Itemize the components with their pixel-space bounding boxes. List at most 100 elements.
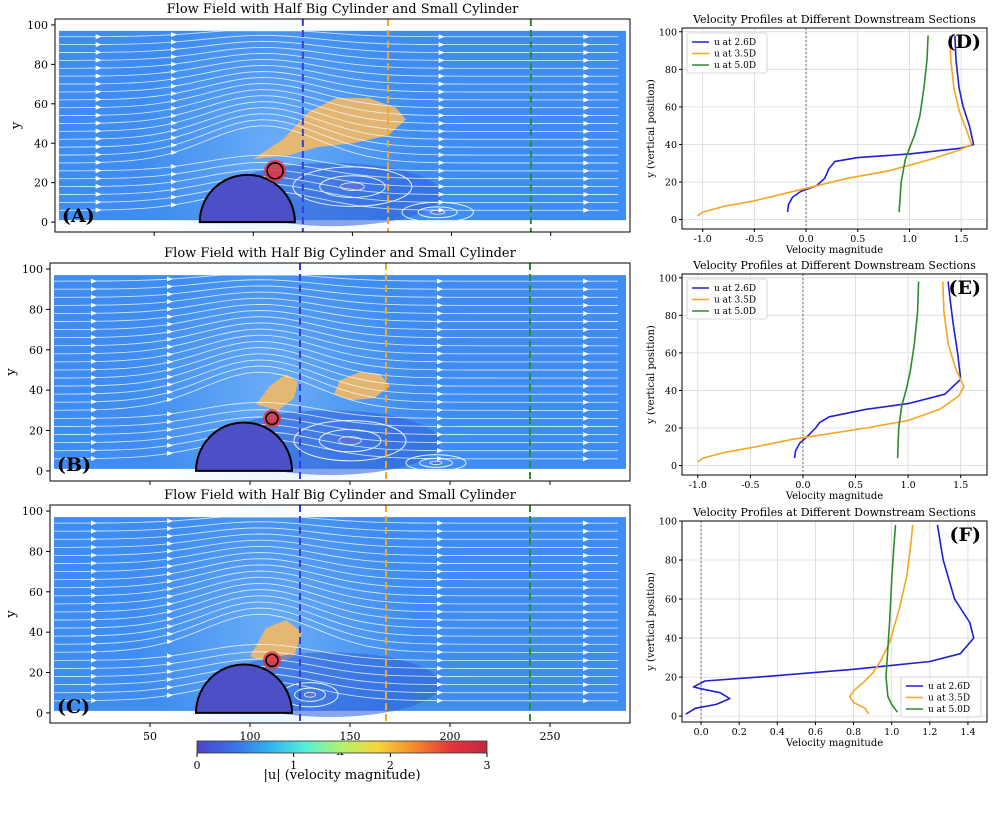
y-tick-label: 60 — [29, 586, 43, 599]
streamline-arrow — [167, 578, 173, 584]
streamline-arrow — [583, 278, 589, 284]
streamline-arrow — [170, 98, 177, 104]
colorbar: 0 1 2 3 |u| (velocity magnitude) — [194, 740, 491, 783]
streamline — [59, 34, 619, 46]
streamline — [54, 340, 618, 371]
streamline-arrow — [583, 641, 589, 647]
streamline-arrow — [438, 112, 445, 118]
streamline-arrow — [170, 135, 177, 141]
x-tick-label: 0.2 — [732, 727, 747, 738]
streamline-arrow — [437, 552, 443, 558]
streamline-arrow — [437, 577, 443, 583]
streamline-arrow — [91, 584, 97, 590]
legend-label: u at 5.0D — [714, 61, 756, 71]
streamline-arrow — [583, 407, 589, 413]
streamline-arrow — [583, 383, 589, 389]
streamline — [54, 310, 618, 331]
streamline — [53, 316, 618, 339]
y-tick-label: 60 — [665, 595, 677, 606]
streamline — [54, 582, 618, 613]
axes-frame — [681, 27, 988, 230]
y-tick-label: 20 — [29, 667, 43, 680]
streamline-arrow — [170, 46, 177, 52]
y-tick-label: 80 — [665, 311, 677, 322]
streamline — [54, 527, 618, 540]
streamline-arrow — [438, 144, 445, 150]
streamline-arrow — [170, 32, 177, 38]
streamline — [59, 30, 619, 38]
streamline — [59, 89, 619, 117]
axes-frame — [54, 18, 631, 233]
streamline-arrow — [167, 548, 173, 554]
panel-letter: (C) — [57, 696, 90, 718]
streamline-arrow — [91, 407, 97, 413]
streamline-arrow — [170, 149, 177, 155]
streamline-arrow — [437, 391, 443, 397]
colorbar-bar — [196, 740, 488, 754]
streamline-arrow — [583, 34, 590, 40]
streamline-arrow — [167, 314, 173, 320]
profile-line-2 — [697, 281, 965, 463]
streamline — [54, 545, 618, 564]
streamline-arrow — [170, 194, 177, 200]
streamline-arrow — [91, 625, 97, 631]
streamline-arrow — [170, 120, 177, 126]
streamline — [58, 64, 619, 85]
streamline-arrow — [583, 81, 590, 87]
profile-panel-e: 0 20 40 60 80 100 -1.0 -0.5 0.0 0.5 1.0 1.5 Velocity… — [646, 259, 988, 502]
streamline-arrow — [91, 641, 97, 647]
streamline-arrow — [583, 698, 589, 704]
streamline — [53, 680, 618, 702]
streamline-arrow — [583, 657, 589, 663]
axes-frame — [681, 520, 988, 723]
big-half-cylinder — [198, 173, 296, 224]
y-tick-label: 80 — [665, 65, 677, 76]
streamline — [54, 285, 618, 298]
streamline-arrow — [438, 105, 445, 111]
streamline-arrow — [167, 608, 173, 614]
field-layer — [58, 19, 627, 232]
streamline — [59, 169, 619, 188]
streamline-arrow — [583, 89, 590, 95]
streamline-arrow — [583, 310, 589, 316]
streamline — [54, 322, 618, 347]
streamline-arrow — [170, 76, 177, 82]
streamline-arrow — [91, 431, 97, 437]
streamline-arrow — [437, 326, 443, 332]
streamline-arrow — [438, 73, 445, 79]
profile-line-3 — [896, 281, 920, 459]
y-tick-label: 40 — [665, 386, 677, 397]
streamline-arrow — [583, 351, 589, 357]
streamline — [54, 607, 618, 645]
streamline — [53, 438, 618, 460]
streamline-arrow — [91, 689, 97, 695]
streamline — [53, 334, 618, 363]
streamline-arrow — [583, 448, 589, 454]
streamline-arrow — [438, 57, 445, 63]
streamline — [59, 71, 619, 93]
streamline-arrow — [437, 593, 443, 599]
profile-line-3 — [885, 524, 899, 713]
streamline-arrow — [438, 176, 445, 182]
streamline-arrow — [437, 431, 443, 437]
streamline-arrow — [583, 343, 589, 349]
colorbar-tick-label: 0 — [194, 759, 201, 772]
x-tick-label: 1.5 — [953, 480, 968, 491]
x-tick-label: -1.0 — [689, 480, 707, 491]
streamline-arrow — [91, 294, 97, 300]
streamline-arrow — [583, 367, 589, 373]
streamline-arrow — [167, 359, 173, 365]
streamline-arrow — [91, 350, 97, 356]
streamline-arrow — [91, 342, 97, 348]
streamline-arrow — [95, 112, 102, 118]
legend-box — [686, 32, 768, 74]
streamline-arrow — [437, 536, 443, 542]
streamline-arrow — [170, 68, 177, 74]
streamline-arrow — [91, 302, 97, 308]
streamline-arrow — [170, 142, 177, 148]
streamline-arrow — [438, 49, 445, 55]
streamline-arrow — [583, 192, 590, 198]
streamline-arrow — [170, 171, 177, 177]
streamline-arrow — [170, 61, 177, 67]
streamline-arrow — [167, 684, 173, 690]
